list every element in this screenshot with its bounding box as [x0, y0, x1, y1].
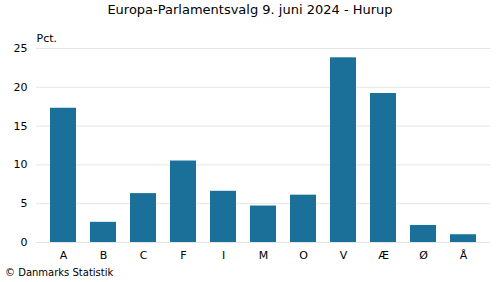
html-text:© Danmarks Statistik: © Danmarks Statistik [5, 267, 114, 278]
svg-text:I: I [222, 249, 225, 262]
svg-text:5: 5 [21, 197, 28, 210]
svg-text:V: V [340, 249, 348, 262]
svg-text:Ø: Ø [419, 249, 428, 262]
svg-text:O: O [299, 249, 308, 262]
svg-text:10: 10 [14, 158, 28, 171]
svg-text:F: F [180, 249, 186, 262]
svg-text:B: B [100, 249, 108, 262]
svg-text:Æ: Æ [378, 249, 389, 262]
svg-text:Å: Å [460, 249, 468, 262]
svg-text:0: 0 [21, 236, 28, 249]
svg-text:Pct.: Pct. [37, 32, 58, 45]
svg-text:15: 15 [14, 120, 28, 133]
svg-text:C: C [140, 249, 148, 262]
svg-text:25: 25 [14, 42, 28, 55]
svg-text:M: M [259, 249, 269, 262]
svg-text:A: A [60, 249, 68, 262]
html-text:Europa-Parlamentsvalg 9. juni: Europa-Parlamentsvalg 9. juni 2024 - Hur… [107, 2, 393, 17]
svg-text:20: 20 [14, 81, 28, 94]
